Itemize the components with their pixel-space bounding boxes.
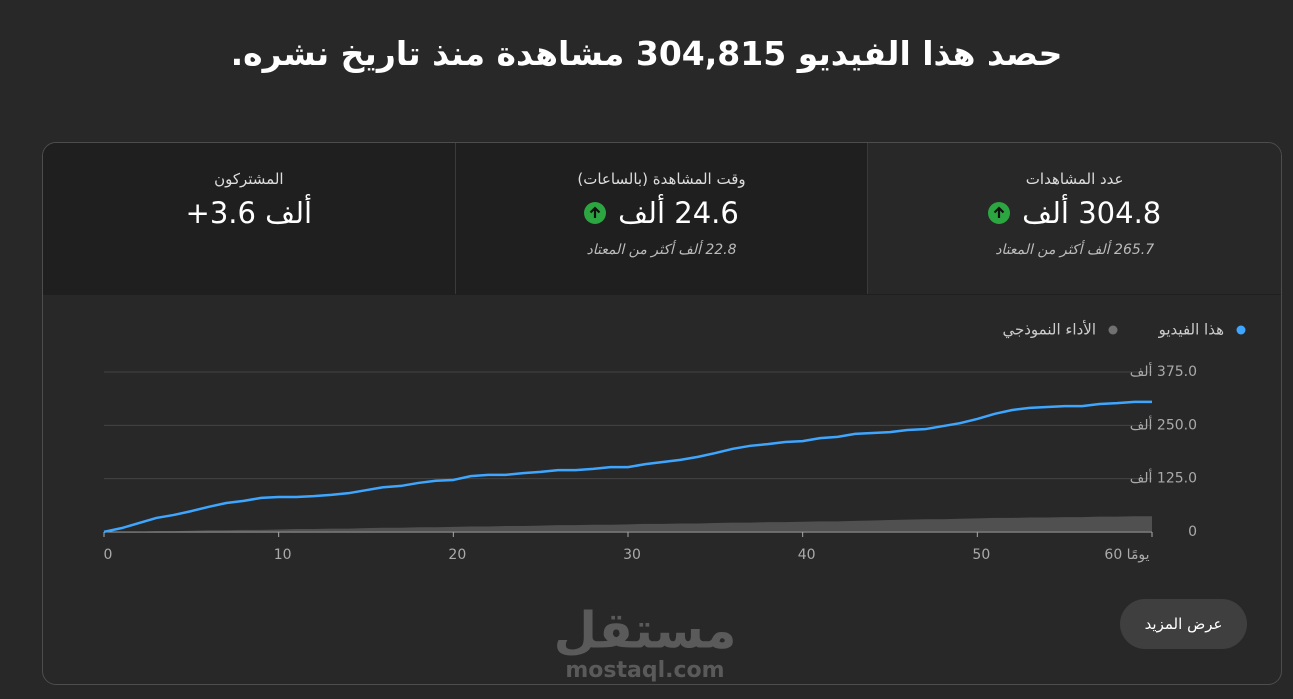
page-title: حصد هذا الفيديو 304,815 مشاهدة منذ تاريخ… [0,34,1293,73]
metric-label: وقت المشاهدة (بالساعات) [577,170,746,188]
trend-up-icon [584,202,607,224]
metric-value: 304.8 ألف [1022,196,1162,230]
metric-cards: عدد المشاهدات 304.8 ألف 265.7 ألف أكثر م… [43,143,1281,295]
metric-note: 265.7 ألف أكثر من المعتاد [995,242,1155,258]
metric-value: +3.6 ألف [185,196,313,230]
metric-card[interactable]: وقت المشاهدة (بالساعات) 24.6 ألف 22.8 أل… [455,143,869,294]
metric-note: 22.8 ألف أكثر من المعتاد [586,242,737,258]
x-tick-label: 30 [623,547,641,563]
metric-card[interactable]: المشتركون +3.6 ألف [43,143,456,294]
legend-dot [1108,325,1118,335]
metric-label: عدد المشاهدات [1025,170,1124,188]
y-tick-label: 125.0 ألف [1130,469,1197,487]
x-tick-label: 10 [274,547,292,563]
analytics-panel: عدد المشاهدات 304.8 ألف 265.7 ألف أكثر م… [42,142,1282,685]
title-number: 304,815 [635,34,787,73]
metric-label: المشتركون [214,170,284,188]
legend-label: هذا الفيديو [1158,321,1224,339]
title-text: مشاهدة منذ تاريخ نشره. [230,34,625,73]
x-tick-label: 50 [972,547,990,563]
x-tick-label: 20 [448,547,466,563]
y-tick-label: 375.0 ألف [1130,362,1197,380]
watermark-logo: مستقل [554,602,737,660]
title-text: حصد هذا الفيديو [797,34,1063,73]
x-tick-label: 60 يومًا [1104,547,1149,563]
y-tick-label: 250.0 ألف [1130,415,1197,433]
typical-area [104,516,1152,532]
legend-label: الأداء النموذجي [1002,320,1096,340]
views-line [103,400,1152,534]
x-tick-label: 0 [104,547,113,563]
metric-value: 24.6 ألف [618,196,739,230]
show-more-button[interactable]: عرض المزيد [1120,599,1247,649]
legend-dot [1236,325,1246,335]
x-tick-label: 40 [798,547,816,563]
y-tick-label: 0 [1188,524,1197,540]
watermark-url: mostaql.com [565,658,724,683]
metric-card[interactable]: عدد المشاهدات 304.8 ألف 265.7 ألف أكثر م… [868,143,1281,294]
trend-up-icon [988,202,1011,224]
